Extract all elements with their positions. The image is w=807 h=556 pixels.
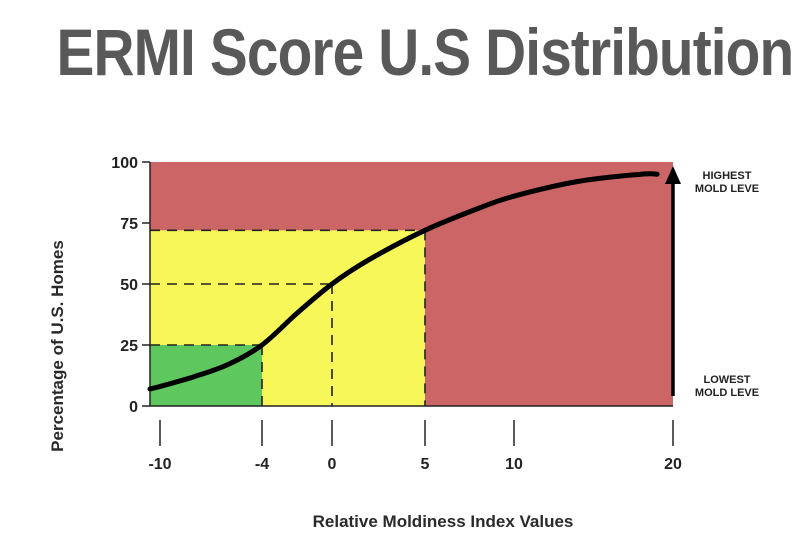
annotation-lowest: LOWEST MOLD LEVE [677, 374, 777, 400]
y-tick-label-4: 100 [111, 155, 138, 172]
distribution-curve [147, 171, 660, 392]
x-tick-label-4: 10 [505, 456, 523, 473]
x-tick-label-2: 0 [328, 456, 337, 473]
annotation-lowest-line-2: MOLD LEVE [694, 387, 760, 399]
x-tick-label-3: 5 [421, 456, 430, 473]
y-tick-label-0: 0 [129, 399, 138, 416]
chart-title: ERMI Score U.S Distribution [56, 15, 794, 89]
x-tick-label-1: -4 [255, 456, 269, 473]
y-tick-label-1: 25 [120, 338, 138, 355]
y-tick-label-2: 50 [120, 277, 138, 294]
mold-level-arrow-head [665, 166, 681, 184]
x-tick-label-5: 20 [664, 456, 682, 473]
x-tick-label-0: -10 [148, 456, 171, 473]
annotation-lowest-line-1: LOWEST [703, 374, 751, 386]
x-axis-label: Relative Moldiness Index Values [312, 512, 574, 531]
annotation-highest: HIGHEST MOLD LEVE [677, 170, 777, 196]
annotation-highest-line-1: HIGHEST [702, 170, 752, 182]
annotation-highest-line-2: MOLD LEVE [694, 183, 760, 195]
y-axis-label: Percentage of U.S. Homes [48, 240, 67, 452]
y-tick-label-3: 75 [120, 216, 138, 233]
